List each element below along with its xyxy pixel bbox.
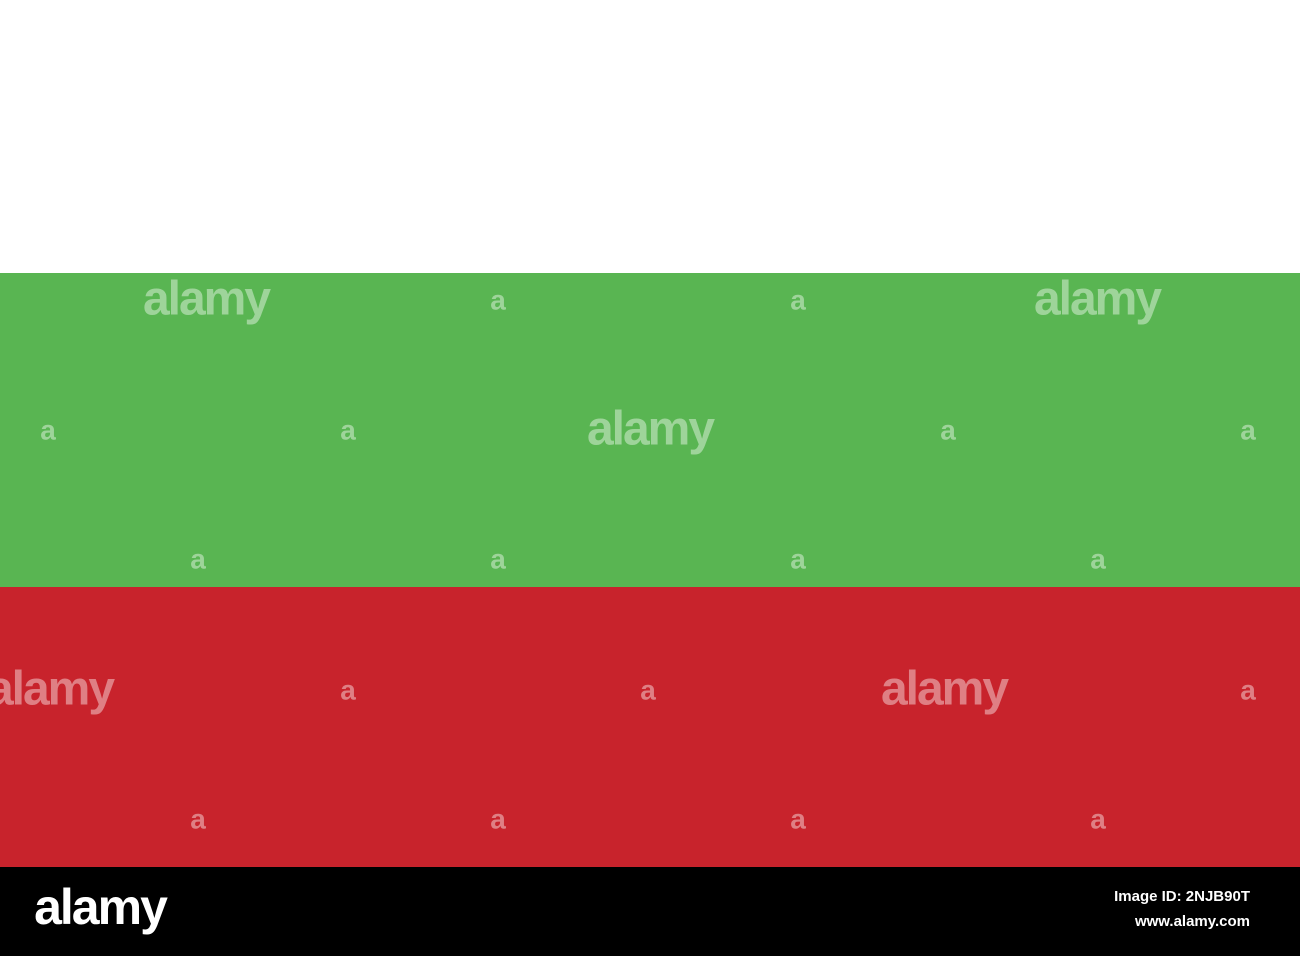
watermark: alamy	[1034, 273, 1162, 326]
watermark: a	[1090, 543, 1106, 574]
watermark: alamy	[587, 403, 715, 456]
watermarks: alamy a a alamy a a alamy a a a a a a alamy a a alamy a a a…	[0, 273, 1256, 835]
watermark: a	[790, 284, 806, 315]
watermark: alamy	[143, 273, 271, 326]
watermark: a	[1240, 414, 1256, 445]
watermark: a	[1240, 674, 1256, 705]
watermark: alamy	[0, 663, 115, 716]
footer-url: www.alamy.com	[1134, 913, 1250, 930]
watermark: a	[490, 803, 506, 834]
image-id: Image ID: 2NJB90T	[1114, 888, 1250, 905]
watermark: a	[940, 414, 956, 445]
watermark: a	[790, 803, 806, 834]
watermark: a	[490, 284, 506, 315]
watermark: a	[190, 803, 206, 834]
green-stripe	[0, 273, 1300, 587]
footer-bar	[0, 867, 1300, 956]
watermark: a	[1090, 803, 1106, 834]
watermark: a	[790, 543, 806, 574]
footer-logo: alamy	[34, 879, 168, 935]
watermark: a	[340, 414, 356, 445]
watermark: a	[340, 674, 356, 705]
white-stripe	[0, 0, 1300, 273]
watermark: alamy	[881, 663, 1009, 716]
watermark: a	[40, 414, 56, 445]
red-stripe	[0, 587, 1300, 867]
watermark: a	[640, 674, 656, 705]
watermark: a	[190, 543, 206, 574]
watermark: a	[490, 543, 506, 574]
